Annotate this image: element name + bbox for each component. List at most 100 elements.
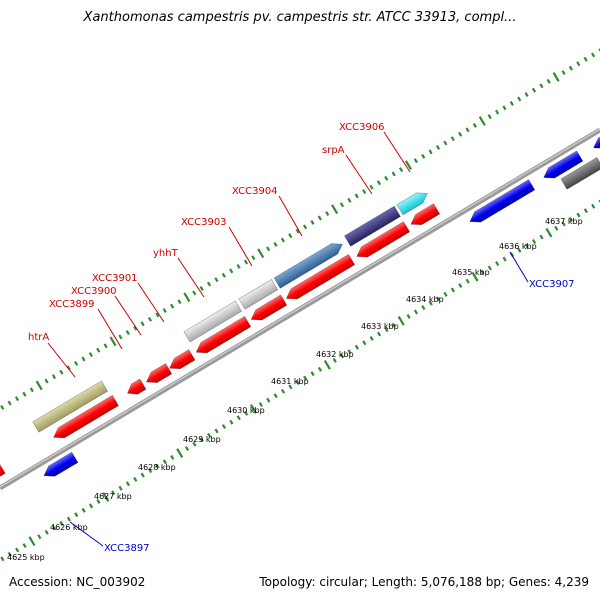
gene-label-htrA[interactable]: htrA: [28, 332, 49, 343]
scale-tick: [266, 397, 271, 403]
scale-tick: [472, 122, 477, 128]
genome-summary: Topology: circular; Length: 5,076,188 bp…: [259, 575, 589, 589]
gene-label-XCC3900[interactable]: XCC3900: [71, 286, 117, 297]
gene-label-srpA[interactable]: srpA: [322, 145, 345, 156]
scale-tick: [539, 83, 544, 89]
gene-reverse[interactable]: [590, 126, 600, 153]
gene-label-XCC3897[interactable]: XCC3897: [104, 543, 150, 554]
gene-label-XCC3901[interactable]: XCC3901: [92, 273, 138, 284]
scale-tick: [229, 268, 234, 274]
cds-feature[interactable]: [166, 349, 196, 374]
gene-XCC3906[interactable]: [396, 188, 431, 216]
scale-tick: [458, 283, 463, 289]
scale-tick: [487, 114, 492, 120]
scale-tick: [266, 246, 271, 252]
scale-tick: [170, 454, 175, 460]
scale-tick: [66, 516, 71, 522]
scale-tick: [96, 499, 101, 504]
gene-srpA[interactable]: [344, 205, 401, 247]
scale-tick: [310, 219, 315, 225]
scale-tick: [251, 255, 256, 261]
scale-tick: [421, 305, 426, 311]
scale-tick: [288, 233, 293, 239]
scale-tick: [369, 335, 374, 341]
scale-tick: [81, 356, 86, 362]
scale-tick: [325, 211, 330, 217]
gene-XCC3907[interactable]: [467, 179, 536, 227]
scale-tick: [103, 343, 108, 349]
gene-label-XCC3899[interactable]: XCC3899: [49, 299, 95, 310]
scale-tick: [347, 349, 352, 355]
scale-tick: [244, 410, 249, 416]
label-leaders-lower: [69, 251, 529, 547]
scale-tick: [88, 503, 94, 509]
cds-feature[interactable]: [0, 462, 6, 485]
gene-XCC3903[interactable]: [238, 279, 279, 310]
scale-tick: [450, 136, 455, 142]
scale-tick: [478, 116, 486, 126]
scale-tick: [303, 375, 308, 381]
cds-feature[interactable]: [193, 316, 252, 357]
gene-label-XCC3906[interactable]: XCC3906: [339, 122, 385, 133]
scale-tick: [391, 322, 396, 328]
scale-tick: [15, 547, 20, 553]
scale-tick: [458, 131, 463, 137]
scale-tick: [509, 100, 514, 106]
scale-tick: [554, 225, 559, 231]
scale-tick: [495, 261, 500, 266]
scale-tick: [576, 61, 581, 67]
scale-tick: [487, 265, 492, 271]
gene-XCC3904[interactable]: [273, 239, 345, 289]
scale-tick: [140, 472, 145, 478]
scale-label: 4625 kbp: [7, 553, 45, 562]
scale-ticks: [0, 48, 600, 562]
scale-label: 4636 kbp: [499, 242, 537, 251]
cds-feature[interactable]: [124, 378, 147, 399]
cds-feature[interactable]: [248, 294, 288, 325]
gene-label-XCC3907[interactable]: XCC3907: [529, 279, 575, 290]
scale-tick: [568, 217, 574, 222]
scale-tick: [391, 171, 396, 177]
scale-tick: [362, 189, 367, 195]
scale-label: 4632 kbp: [316, 350, 354, 359]
cds-feature[interactable]: [143, 363, 173, 388]
scale-tick: [118, 334, 123, 340]
scale-label: 4634 kbp: [406, 295, 444, 304]
scale-tick: [221, 272, 226, 278]
gene-label-XCC3903[interactable]: XCC3903: [181, 217, 227, 228]
cds-feature[interactable]: [51, 394, 119, 442]
scale-tick: [102, 492, 110, 502]
scale-tick: [413, 309, 419, 315]
scale-tick: [207, 432, 212, 438]
scale-tick: [28, 536, 36, 546]
scale-tick: [310, 371, 315, 377]
scale-tick: [384, 175, 389, 181]
gene-XCC3897[interactable]: [41, 451, 79, 481]
scale-tick: [221, 424, 227, 430]
cds-feature[interactable]: [283, 254, 356, 303]
gene-reverse-gray[interactable]: [560, 157, 600, 190]
gene-label-XCC3904[interactable]: XCC3904: [232, 186, 278, 197]
scale-tick: [465, 278, 470, 284]
scale-tick: [539, 234, 544, 240]
gene-yhhT[interactable]: [183, 300, 242, 343]
cds-feature[interactable]: [408, 203, 441, 230]
scale-tick: [340, 353, 345, 359]
gene-label-yhhT[interactable]: yhhT: [153, 248, 179, 259]
scale-tick: [332, 358, 337, 363]
scale-tick: [502, 105, 507, 111]
scale-tick: [96, 347, 101, 353]
feature-track: [0, 126, 600, 485]
scale-tick: [140, 321, 145, 327]
scale-tick: [155, 312, 160, 318]
gene-htrA[interactable]: [32, 380, 109, 433]
scale-tick: [591, 52, 596, 58]
scale-tick: [192, 441, 197, 447]
scale-tick: [376, 331, 382, 337]
gene-reverse[interactable]: [541, 150, 584, 183]
scale-tick: [583, 56, 588, 62]
cds-feature[interactable]: [354, 221, 411, 262]
scale-tick: [81, 507, 86, 513]
scale-tick: [44, 529, 49, 535]
